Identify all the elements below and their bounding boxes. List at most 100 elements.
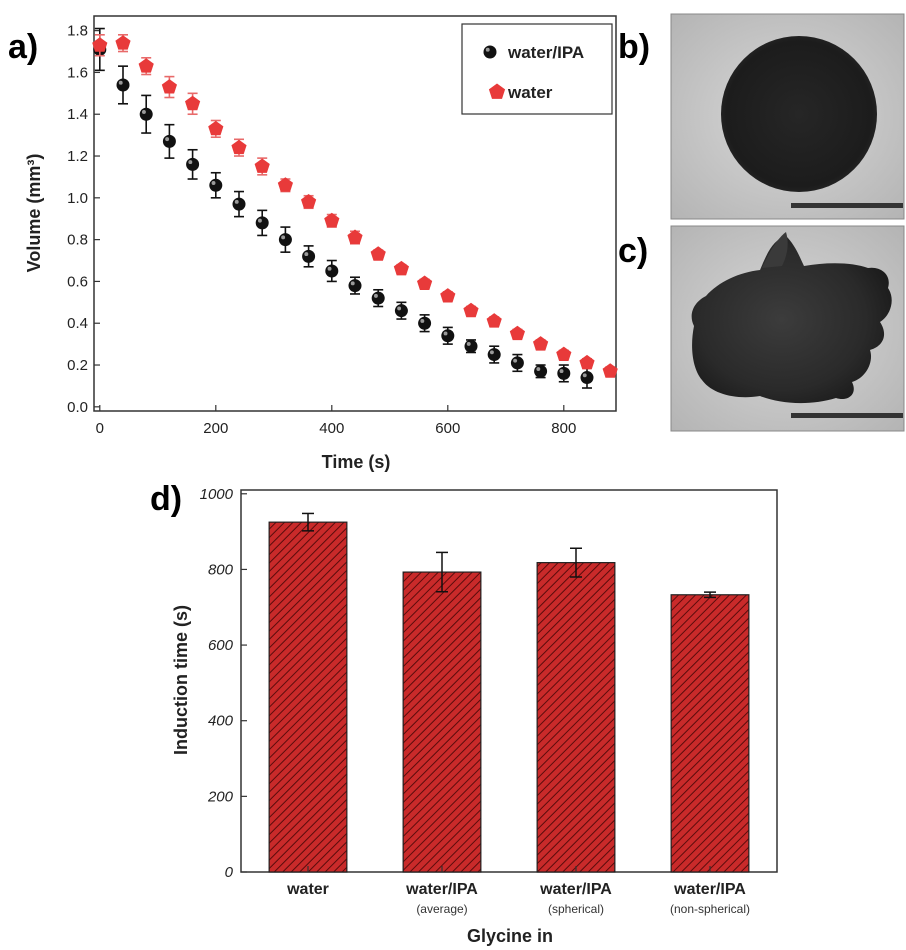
point-water-ipa-body (302, 249, 316, 263)
point-water-ipa-body (394, 304, 408, 318)
point-water (301, 194, 317, 209)
bars-d (268, 512, 750, 873)
y-tick-label-d: 600 (208, 637, 234, 654)
point-water-ipa (209, 178, 223, 192)
point-water-ipa (580, 371, 594, 385)
point-water (509, 325, 525, 341)
point-water-ipa (255, 216, 269, 230)
legend-symbol-water-ipa-body (483, 45, 497, 59)
point-water (324, 212, 340, 228)
point-water-ipa-body (464, 339, 478, 353)
point-water-ipa (371, 291, 385, 305)
y-axis-title-d: Induction time (s) (171, 605, 191, 755)
y-axis-title-a: Volume (mm³) (24, 154, 44, 273)
y-axis-a: 0.0 0.2 0.4 0.6 0.8 1.0 1.2 1.4 1.6 1.8 (67, 23, 100, 416)
y-tick-label-d: 200 (207, 788, 234, 805)
crystal-protrusion (762, 232, 788, 268)
legend-symbol-water (488, 83, 506, 99)
category-sublabel: (non-spherical) (670, 902, 750, 916)
point-water-ipa (325, 264, 339, 278)
category-label: water (286, 881, 329, 898)
micrograph-non-spherical-crystal (670, 225, 905, 432)
category-label: water/IPA (405, 881, 478, 898)
point-water (533, 336, 549, 351)
point-water-ipa-body (580, 371, 594, 385)
point-water (602, 363, 618, 378)
category-label: water/IPA (539, 881, 612, 898)
point-water (417, 275, 433, 290)
point-water-ipa-body (278, 233, 292, 247)
point-water (185, 95, 201, 111)
point-water-ipa-highlight (513, 358, 518, 363)
legend-marker-water (488, 83, 506, 99)
panel-label-b: b) (618, 28, 650, 66)
category-sublabel: (spherical) (548, 902, 604, 916)
panel-label-a: a) (8, 28, 38, 66)
point-water (277, 177, 293, 192)
x-axis-d: water water/IPA (average) water/IPA (spheric… (286, 866, 750, 916)
point-water (138, 58, 154, 73)
point-water-ipa-highlight (141, 110, 146, 114)
legend-symbol-water-ipa (483, 45, 497, 59)
point-water-ipa-highlight (373, 293, 378, 298)
point-water-ipa-highlight (350, 281, 355, 286)
x-tick-label-a: 800 (551, 420, 576, 437)
point-water-ipa-body (255, 216, 269, 230)
x-tick-label-a: 0 (96, 420, 104, 437)
category-label: water/IPA (673, 881, 746, 898)
point-water-ipa-highlight (536, 367, 541, 371)
bar (670, 594, 750, 873)
point-water-ipa-highlight (327, 266, 332, 271)
y-tick-label-d: 400 (208, 713, 234, 730)
point-water-ipa (510, 356, 524, 370)
non-spherical-crystal (691, 236, 892, 404)
bar (402, 571, 482, 873)
y-tick-label-a: 1.4 (67, 106, 88, 123)
plot-frame-d (240, 489, 778, 873)
legend-box (461, 23, 613, 115)
point-water-ipa (186, 157, 200, 171)
scale-bar-b (791, 203, 903, 208)
point-water-ipa-body (557, 366, 571, 380)
point-water-ipa (278, 233, 292, 247)
point-water-ipa-body (139, 107, 153, 121)
point-water-ipa (418, 316, 432, 330)
legend-marker-water-ipa (483, 45, 497, 59)
point-water (161, 79, 177, 94)
point-water-ipa (162, 134, 176, 148)
volume-chart: 0.0 0.2 0.4 0.6 0.8 1.0 1.2 1.4 1.6 1.8 0 200 400 60… (24, 15, 618, 472)
legend-label-water-ipa: water/IPA (507, 43, 584, 62)
point-water-ipa-body (441, 329, 455, 343)
point-water-ipa (116, 78, 130, 92)
y-tick-label-d: 0 (225, 864, 234, 881)
point-water-ipa (302, 249, 316, 263)
point-water-ipa-body (209, 178, 223, 192)
point-water-ipa-highlight (582, 373, 587, 378)
legend-symbol-water-ipa-highlight (485, 47, 490, 52)
point-water-ipa-highlight (234, 199, 239, 204)
panel-label-d: d) (150, 480, 182, 518)
point-water-ipa-body (418, 316, 432, 330)
panel-label-c: c) (618, 232, 648, 270)
bar (268, 521, 348, 873)
point-water-ipa (348, 279, 362, 293)
x-tick-label-a: 600 (435, 420, 460, 437)
y-tick-label-a: 1.0 (67, 190, 88, 207)
point-water (440, 288, 456, 303)
point-water-ipa (139, 107, 153, 121)
point-water (393, 260, 409, 276)
y-tick-label-a: 0.2 (67, 357, 88, 374)
scale-bar-c (791, 413, 903, 418)
x-axis-title-a: Time (s) (322, 452, 391, 472)
y-tick-label-a: 0.0 (67, 399, 88, 416)
point-water-ipa-highlight (257, 218, 262, 223)
point-water (92, 37, 108, 52)
point-water-ipa-highlight (489, 350, 494, 355)
point-water-ipa (441, 329, 455, 343)
point-water-ipa-highlight (420, 318, 425, 323)
point-water-ipa-highlight (118, 80, 123, 85)
spherical-droplet (721, 36, 877, 192)
point-water-ipa-body (186, 157, 200, 171)
point-water-ipa-body (348, 279, 362, 293)
x-tick-label-a: 400 (319, 420, 344, 437)
